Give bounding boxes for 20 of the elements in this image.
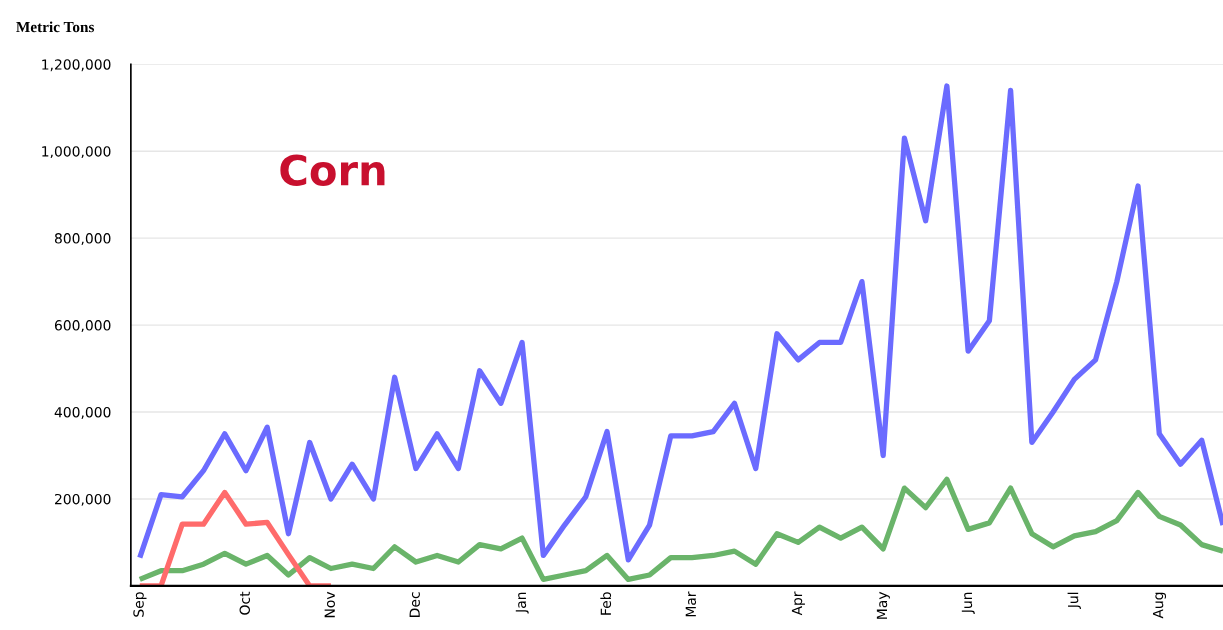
x-tick-label: Nov <box>324 591 335 618</box>
annotation: Corn <box>280 154 385 186</box>
x-tick-label: May <box>876 591 890 619</box>
x-tick-label: Oct <box>239 591 251 615</box>
x-tick-label: Jul <box>1067 592 1081 609</box>
y-tick-label: 1,200,000 <box>42 59 111 72</box>
y-tick-label: 200,000 <box>55 493 111 506</box>
x-tick-label: Apr <box>791 591 805 616</box>
x-tick-label: Jan <box>515 592 529 614</box>
x-tick-label: Feb <box>600 592 612 615</box>
x-tick-label: Sep <box>133 592 147 617</box>
x-tick-label: Aug <box>1152 592 1166 619</box>
x-tick-label: Dec <box>409 592 420 617</box>
x-tick-label: Mar <box>685 591 697 617</box>
y-tick-label: 1,000,000 <box>42 146 111 159</box>
y-axis-title: Metric Tons <box>16 21 95 33</box>
x-tick-label: Jun <box>961 592 975 614</box>
y-tick-label: 400,000 <box>54 406 111 419</box>
y-tick-label: 800,000 <box>54 233 111 246</box>
y-tick-label: 600,000 <box>54 320 111 332</box>
